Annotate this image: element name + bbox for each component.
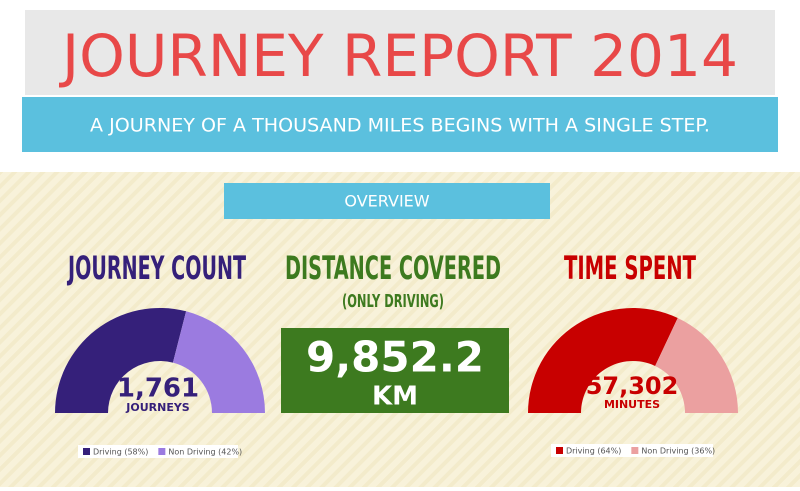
distance-box <box>281 328 509 413</box>
legend-swatch <box>556 447 563 454</box>
legend-swatch <box>83 448 90 455</box>
distance-value: 9,852.2 <box>306 333 484 382</box>
gauge-unit: MINUTES <box>604 398 660 411</box>
gauge-segment <box>655 317 738 413</box>
legend-swatch <box>158 448 166 455</box>
subtitle: A JOURNEY OF A THOUSAND MILES BEGINS WIT… <box>90 115 710 137</box>
legend-label: Driving (58%) <box>93 448 148 457</box>
legend-label: Driving (64%) <box>566 447 621 456</box>
overview-box <box>224 183 550 219</box>
gauge-segment <box>528 307 678 413</box>
gauge-segment <box>172 311 265 413</box>
gauge-total: 1,761 <box>117 374 199 404</box>
column-title: TIME SPENT <box>564 249 696 287</box>
legend-box <box>78 445 238 458</box>
legend-swatch <box>631 447 639 454</box>
overview-label: OVERVIEW <box>344 192 429 211</box>
legend-label: Non Driving (42%) <box>168 448 242 457</box>
title-band <box>25 10 775 95</box>
distance-unit: KM <box>372 382 418 412</box>
subtitle-ribbon <box>22 97 778 152</box>
column-title: DISTANCE COVERED <box>285 249 501 287</box>
title: JOURNEY REPORT 2014 <box>59 22 738 90</box>
gauge-total: 57,302 <box>586 372 679 400</box>
gauge-unit: JOURNEYS <box>125 401 190 414</box>
column-title: JOURNEY COUNT <box>67 249 246 287</box>
column-subtitle: (ONLY DRIVING) <box>342 291 444 312</box>
gauge-segment <box>55 307 187 413</box>
legend-label: Non Driving (36%) <box>641 447 715 456</box>
